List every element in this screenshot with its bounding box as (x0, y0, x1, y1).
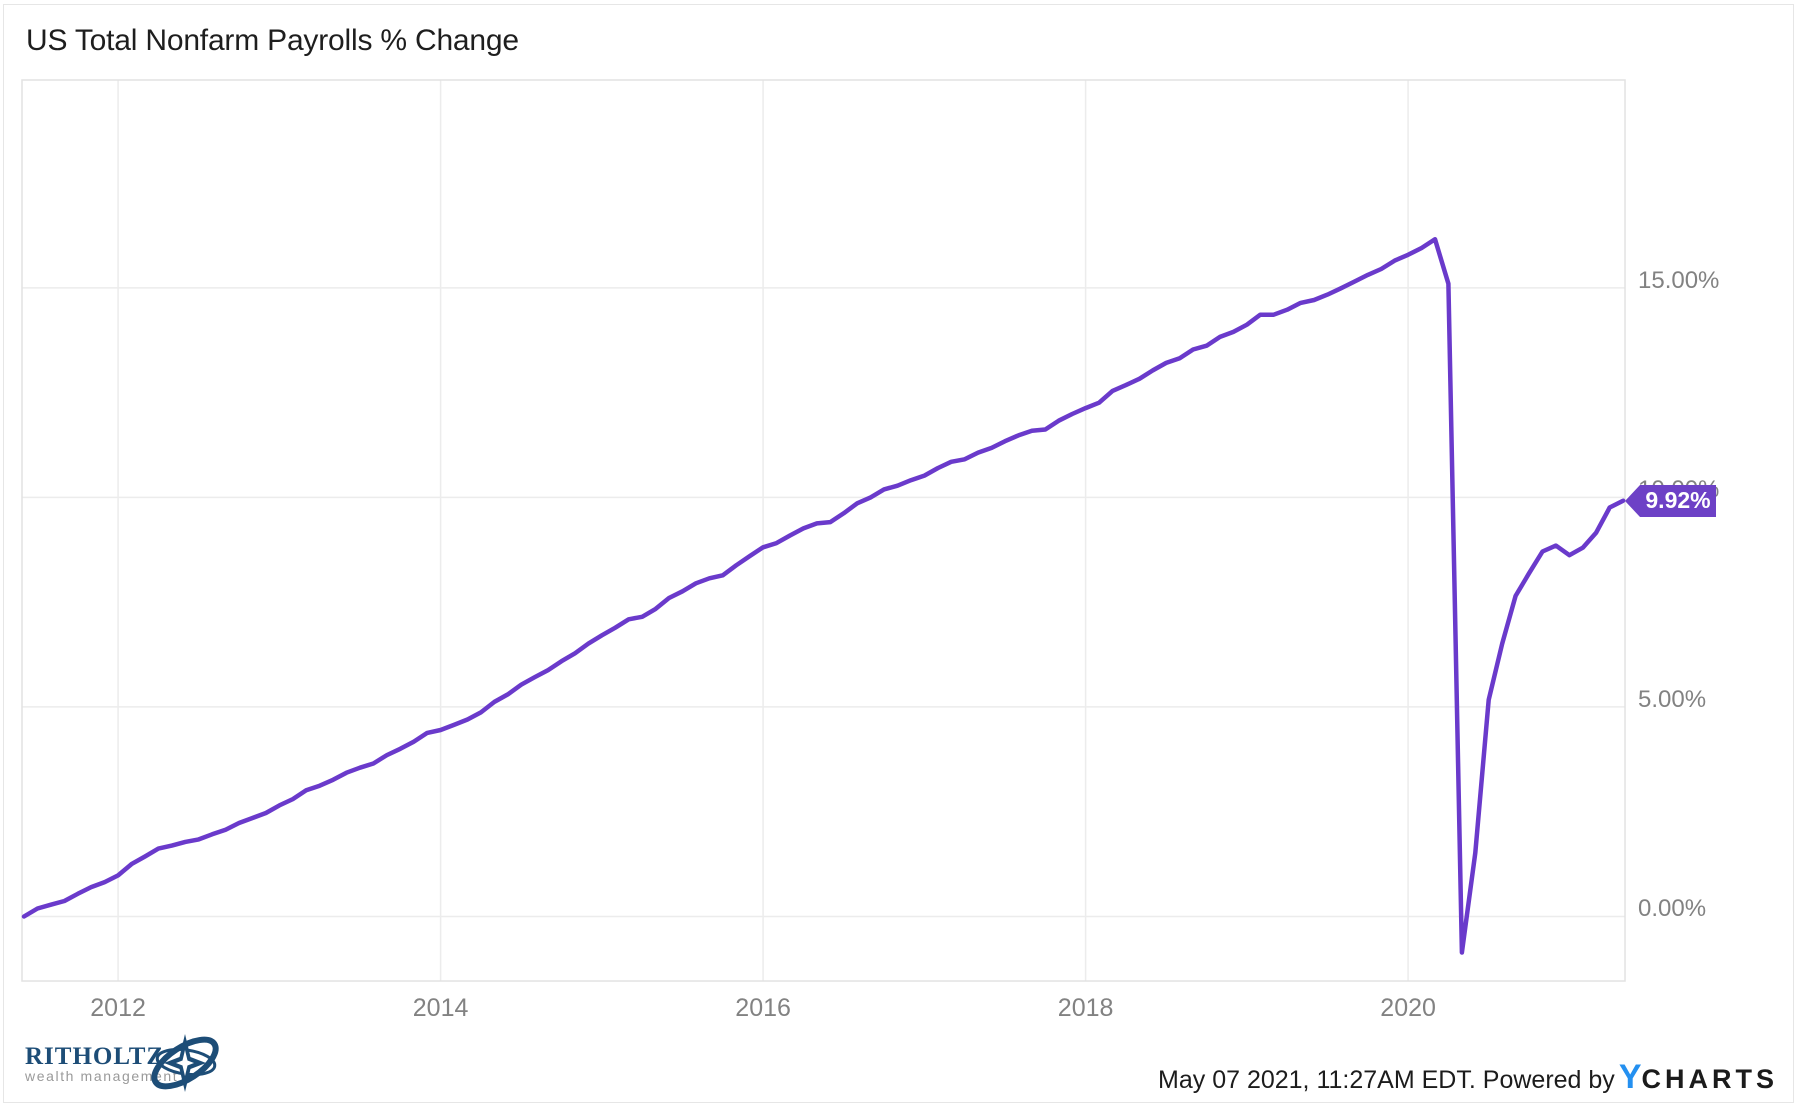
x-axis-label: 2014 (412, 994, 469, 1022)
chart-title: US Total Nonfarm Payrolls % Change (26, 24, 519, 57)
badge-value: 9.92% (1640, 484, 1716, 517)
badge-pointer-icon (1625, 484, 1640, 517)
ritholtz-wordmark: RITHOLTZ (25, 1043, 165, 1070)
powered-by-label: Powered by (1482, 1066, 1615, 1094)
last-value-badge: 9.92% (1625, 484, 1716, 517)
footer-timestamp: May 07 2021, 11:27AM EDT. (1158, 1066, 1476, 1094)
x-axis-label: 2018 (1057, 994, 1114, 1022)
ycharts-logo-y: Y (1618, 1058, 1642, 1096)
x-axis-label: 2012 (90, 994, 146, 1022)
y-axis-label: 5.00% (1638, 685, 1707, 713)
y-axis-label: 15.00% (1638, 266, 1720, 294)
ycharts-logo-text: CHARTS (1641, 1064, 1778, 1094)
footer-attribution: May 07 2021, 11:27AM EDT. Powered by Y C… (1158, 1058, 1778, 1097)
x-axis-label: 2016 (735, 994, 791, 1022)
x-axis-label: 2020 (1380, 994, 1436, 1022)
ritholtz-logo: RITHOLTZ wealth management (25, 1044, 178, 1084)
ritholtz-subtitle: wealth management (25, 1068, 179, 1084)
ritholtz-compass-icon (151, 1034, 219, 1092)
y-axis-label: 0.00% (1638, 895, 1707, 923)
